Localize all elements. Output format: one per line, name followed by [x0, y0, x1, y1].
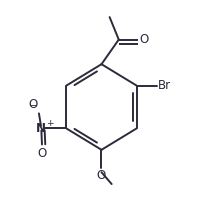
Text: O: O: [28, 98, 38, 111]
Text: O: O: [139, 33, 148, 46]
Text: Br: Br: [157, 79, 170, 92]
Text: O: O: [37, 147, 46, 160]
Text: −: −: [29, 101, 37, 111]
Text: +: +: [46, 119, 53, 128]
Text: O: O: [96, 169, 106, 182]
Text: N: N: [35, 122, 45, 135]
